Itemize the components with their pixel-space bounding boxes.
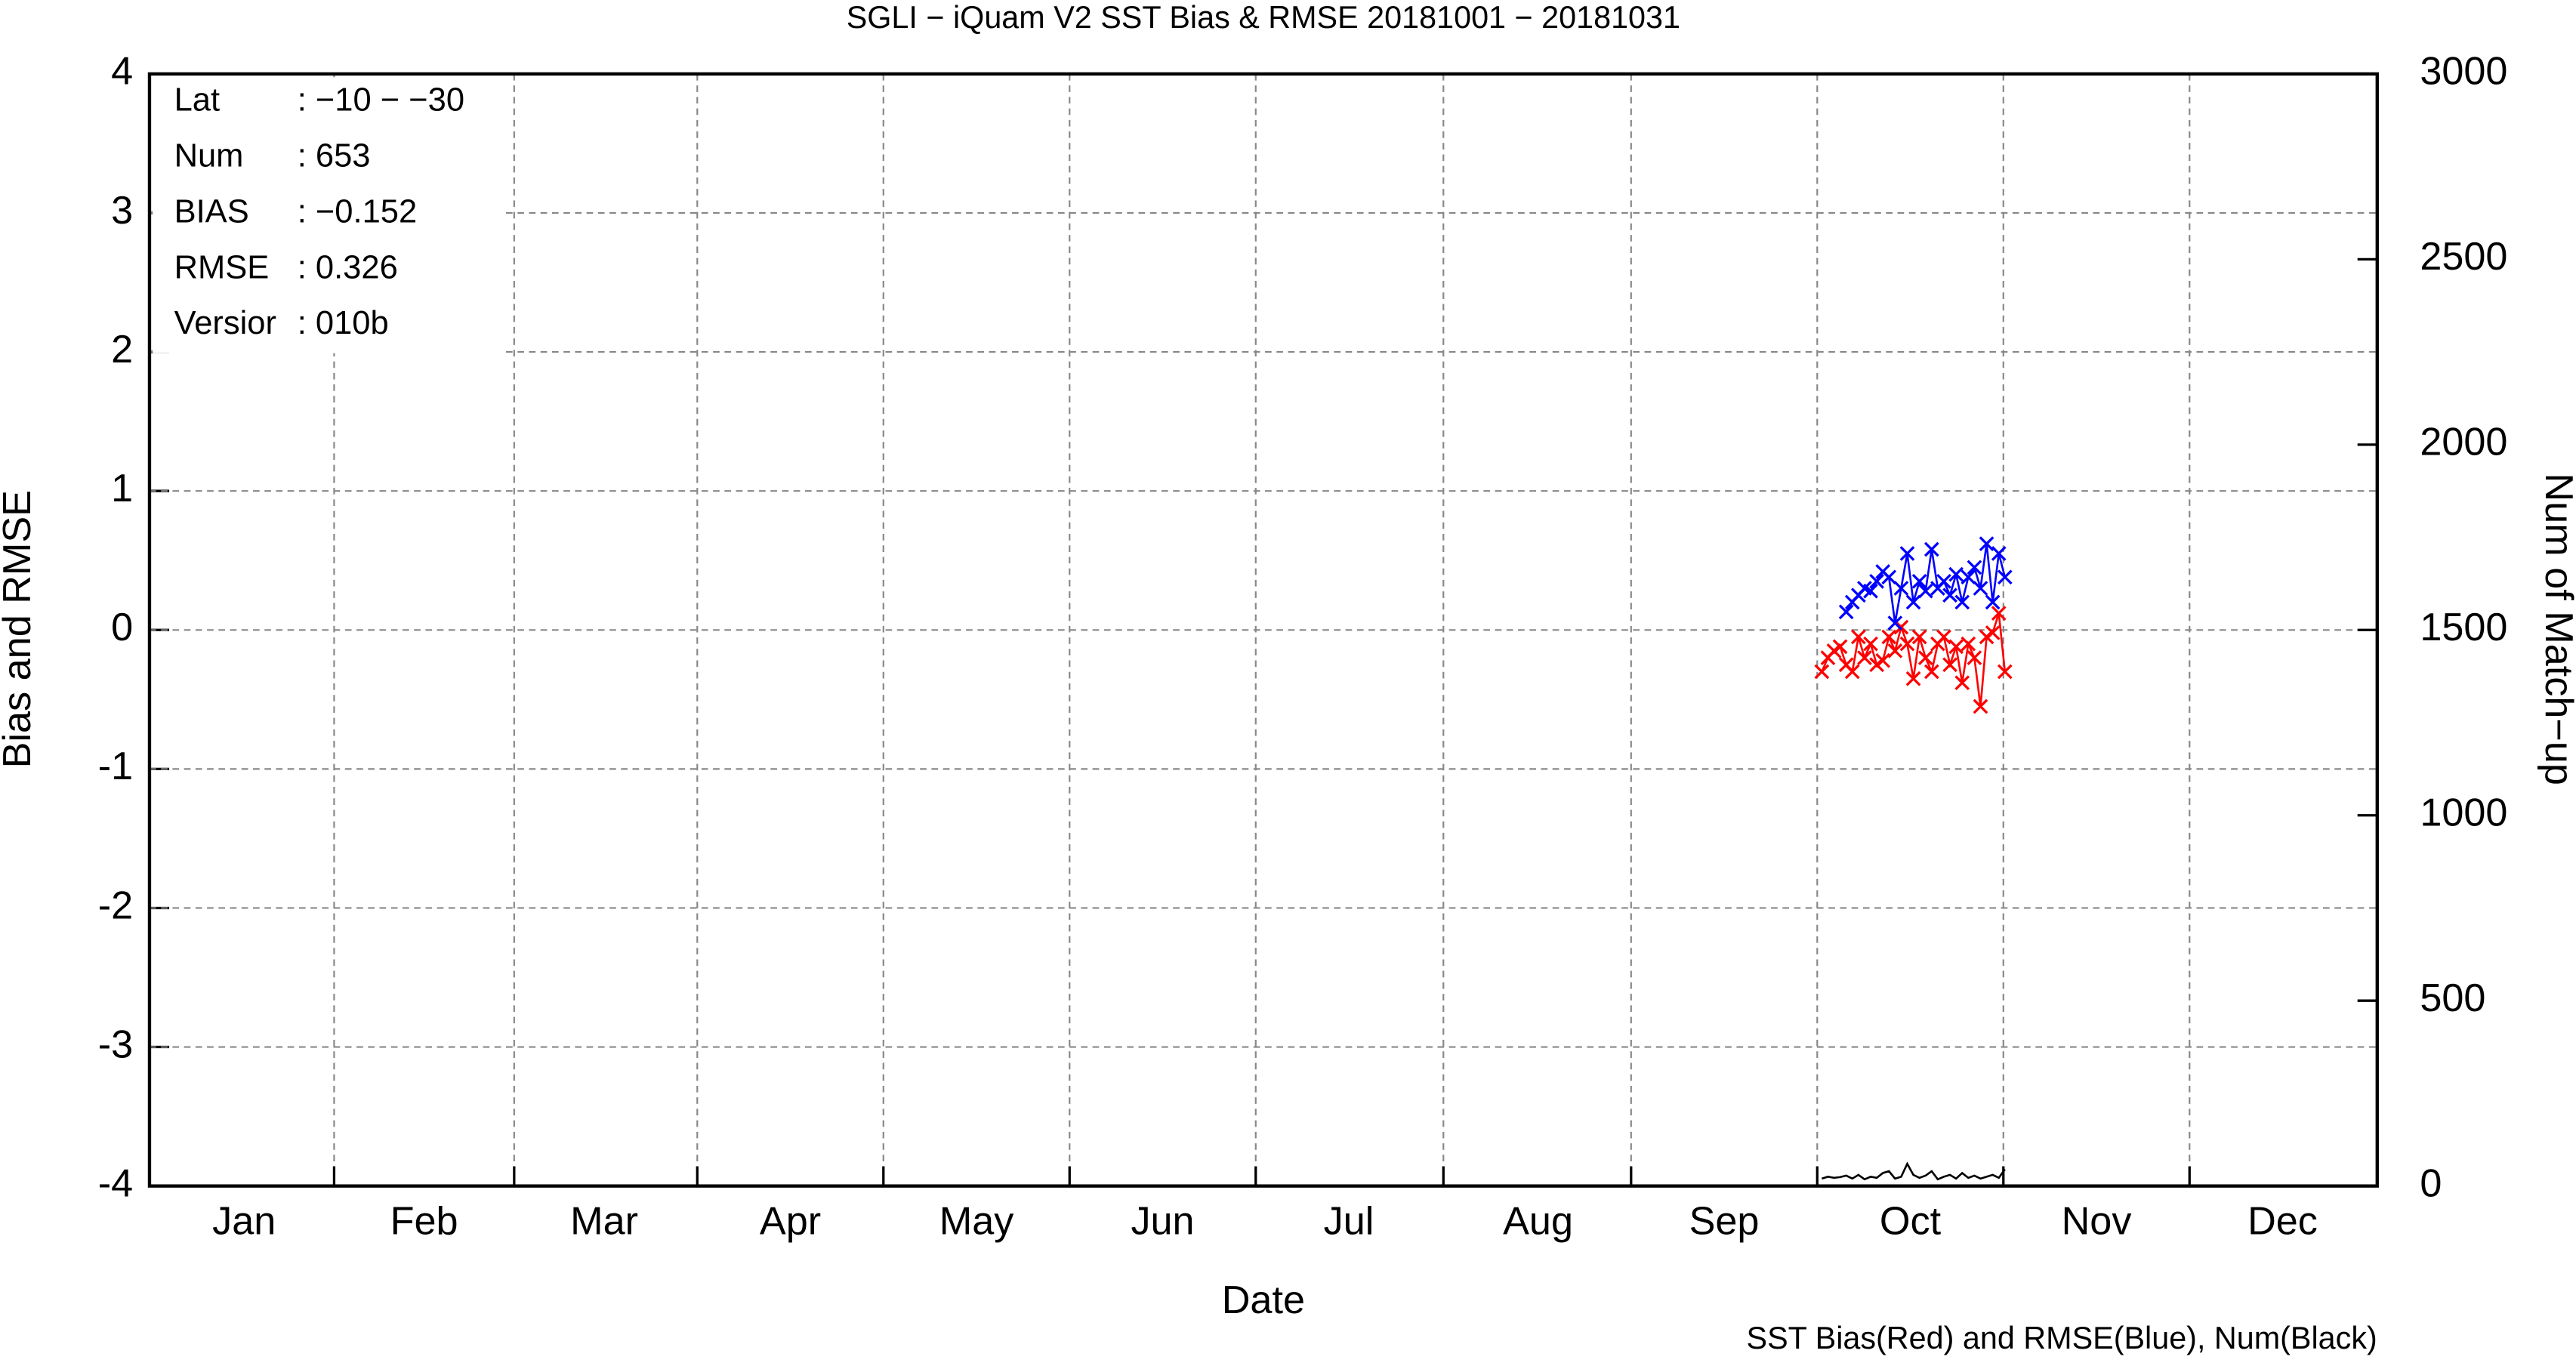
stat-label: Lat — [174, 82, 220, 118]
y-tick-label: 4 — [111, 50, 133, 94]
point-marker — [1967, 650, 1982, 665]
y-tick-label: -1 — [98, 745, 133, 788]
point-marker — [1979, 536, 1994, 551]
point-marker — [1924, 664, 1939, 680]
point-marker — [1967, 560, 1982, 575]
point-marker — [1832, 639, 1848, 655]
point-marker — [1905, 671, 1921, 686]
point-marker — [1875, 652, 1891, 668]
stat-label: RMSE — [174, 249, 270, 285]
point-marker — [1936, 573, 1951, 589]
stat-value: : −10 − −30 — [298, 82, 464, 118]
point-marker — [1924, 541, 1939, 557]
stats-box — [153, 77, 504, 353]
stat-value: : 653 — [298, 137, 371, 174]
stat-value: : 010b — [298, 305, 389, 341]
footnote: SST Bias(Red) and RMSE(Blue), Num(Black) — [1747, 1321, 2377, 1355]
point-marker — [1881, 629, 1897, 645]
y2-tick-label: 2500 — [2420, 235, 2507, 279]
point-marker — [1942, 657, 1957, 673]
x-tick-label: Dec — [2247, 1199, 2318, 1243]
point-marker — [1991, 606, 2007, 621]
point-marker — [1973, 698, 1988, 714]
point-marker — [1869, 573, 1884, 589]
stat-value: : 0.326 — [298, 249, 398, 285]
chart-title: SGLI − iQuam V2 SST Bias & RMSE 20181001… — [847, 0, 1680, 35]
point-marker — [1911, 629, 1927, 645]
plot-frame — [147, 72, 2379, 1188]
y-tick-label: 2 — [111, 328, 133, 372]
stat-label: BIAS — [174, 193, 249, 230]
y-tick-label: -4 — [98, 1161, 133, 1205]
point-marker — [1893, 581, 1909, 596]
point-marker — [1948, 639, 1964, 655]
stat-label: Num — [174, 137, 244, 174]
point-marker — [1961, 636, 1976, 652]
x-tick-label: Aug — [1503, 1199, 1573, 1243]
y-tick-label: 3 — [111, 189, 133, 233]
point-marker — [1857, 650, 1872, 665]
x-tick-label: Jun — [1131, 1199, 1194, 1243]
point-marker — [1814, 664, 1830, 680]
point-marker — [1917, 583, 1933, 599]
y-tick-label: 0 — [111, 606, 133, 649]
point-marker — [1911, 573, 1927, 589]
y2-axis-label: Num of Match−up — [2537, 473, 2576, 785]
point-marker — [1850, 629, 1866, 645]
y-tick-label: -2 — [98, 883, 133, 927]
x-tick-label: Feb — [390, 1199, 458, 1243]
y2-tick-label: 1000 — [2420, 791, 2507, 835]
point-marker — [1973, 581, 1988, 596]
point-marker — [1954, 594, 1970, 610]
y2-tick-label: 3000 — [2420, 50, 2507, 94]
point-marker — [1997, 569, 2013, 585]
point-marker — [1863, 583, 1878, 599]
point-marker — [1887, 643, 1903, 658]
point-marker — [1887, 615, 1903, 631]
x-tick-label: Nov — [2062, 1199, 2132, 1243]
y2-tick-label: 500 — [2420, 976, 2485, 1020]
point-marker — [1881, 569, 1897, 585]
point-marker — [1985, 594, 2001, 610]
x-tick-label: May — [939, 1199, 1014, 1243]
point-marker — [1954, 675, 1970, 691]
point-marker — [1991, 546, 2007, 561]
stat-label: Versior — [174, 305, 276, 341]
x-tick-label: Oct — [1880, 1199, 1942, 1243]
point-marker — [1899, 546, 1915, 561]
x-tick-label: Apr — [760, 1199, 821, 1243]
y2-tick-label: 2000 — [2420, 421, 2507, 464]
x-tick-label: Mar — [570, 1199, 638, 1243]
point-marker — [1997, 664, 2013, 680]
y-tick-label: 1 — [111, 467, 133, 510]
stat-value: : −0.152 — [298, 193, 417, 230]
point-marker — [1905, 594, 1921, 610]
point-marker — [1917, 650, 1933, 665]
point-marker — [1899, 636, 1915, 652]
x-axis-label: Date — [1222, 1278, 1305, 1322]
y2-tick-label: 1500 — [2420, 606, 2507, 649]
y-tick-label: -3 — [98, 1022, 133, 1066]
y-axis-label: Bias and RMSE — [0, 490, 39, 768]
point-marker — [1942, 587, 1957, 603]
point-marker — [1936, 629, 1951, 645]
x-tick-label: Jan — [212, 1199, 276, 1243]
point-marker — [1838, 604, 1854, 620]
series-line — [1821, 1161, 2006, 1181]
x-tick-label: Jul — [1324, 1199, 1374, 1243]
point-marker — [1844, 664, 1860, 680]
point-marker — [1863, 636, 1878, 652]
x-tick-label: Sep — [1689, 1199, 1760, 1243]
point-marker — [1948, 566, 1964, 582]
point-marker — [1961, 569, 1976, 585]
point-marker — [1985, 625, 2001, 640]
y2-tick-label: 0 — [2420, 1161, 2442, 1205]
